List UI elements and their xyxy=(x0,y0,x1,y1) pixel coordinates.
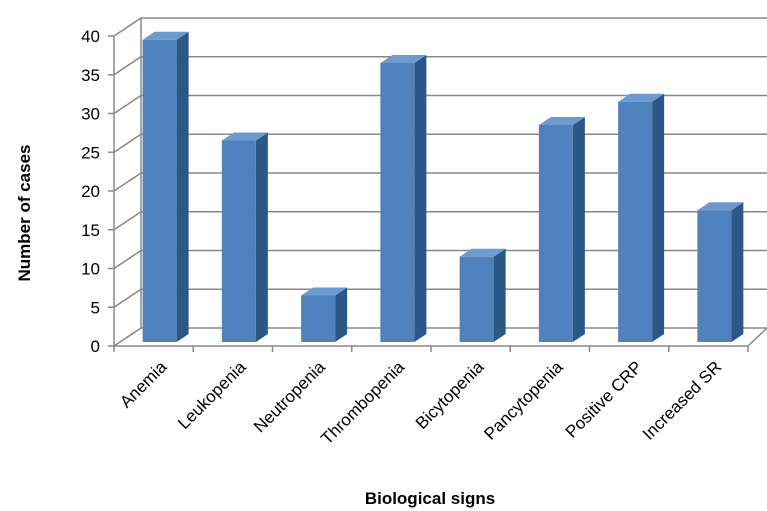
gridline xyxy=(113,327,767,347)
gridline xyxy=(113,211,767,231)
y-tick-label: 20 xyxy=(81,182,100,201)
floor-edge xyxy=(114,327,767,347)
bar-side xyxy=(731,202,744,342)
x-tick-label: Increased SR xyxy=(639,357,725,443)
bar-front xyxy=(538,125,573,342)
bar-front xyxy=(697,210,732,342)
bar-side xyxy=(572,117,585,342)
gridline xyxy=(113,133,767,153)
bar-top xyxy=(221,132,268,141)
x-tick-label: Leukopenia xyxy=(174,357,250,433)
bar-side xyxy=(652,93,665,342)
y-tick-label: 10 xyxy=(81,260,100,279)
gridline xyxy=(113,172,767,192)
bar-front xyxy=(142,39,177,342)
gridline xyxy=(113,288,767,308)
bar-pancytopenia xyxy=(538,117,585,342)
bar-increased-sr xyxy=(697,202,744,342)
bar-front xyxy=(459,256,494,342)
y-tick-labels: 0 5 10 15 20 25 30 35 40 xyxy=(81,27,100,356)
x-tick-label: Positive CRP xyxy=(562,357,646,441)
gridline xyxy=(113,249,767,270)
x-axis-title: Biological signs xyxy=(365,489,495,508)
x-tick-label: Neutropenia xyxy=(250,357,329,436)
bar-positive-crp xyxy=(618,93,665,342)
y-tick-label: 15 xyxy=(81,221,100,240)
bar-leukopenia xyxy=(221,132,268,342)
bar-top xyxy=(618,93,665,102)
y-axis-title: Number of cases xyxy=(15,145,34,282)
y-tick-label: 5 xyxy=(91,298,100,317)
bar-top xyxy=(697,202,744,211)
bar-side xyxy=(335,287,348,342)
bar-side xyxy=(493,248,506,342)
gridline xyxy=(113,94,767,115)
bar-top xyxy=(459,248,506,257)
bar-top xyxy=(538,117,585,125)
bar-top xyxy=(380,55,427,63)
x-tick-label: Pancytopenia xyxy=(480,357,567,444)
y-tick-label: 25 xyxy=(81,143,100,162)
bar-front xyxy=(221,140,256,342)
gridlines xyxy=(108,17,767,352)
bar-bicytopenia xyxy=(459,248,506,342)
gridline xyxy=(113,56,767,76)
bar-front xyxy=(301,295,336,342)
bar-front xyxy=(618,101,653,342)
bar-neutropenia xyxy=(301,287,348,342)
bar-anemia xyxy=(142,31,189,342)
gridline xyxy=(113,17,767,37)
bars xyxy=(142,31,744,342)
bar-top xyxy=(142,31,189,40)
bar-side xyxy=(255,132,268,342)
y-tick-label: 30 xyxy=(81,105,100,124)
y-tick-label: 35 xyxy=(81,66,100,85)
bar-top xyxy=(301,287,348,296)
x-tick-label: Anemia xyxy=(116,357,171,412)
y-tick-label: 0 xyxy=(91,337,100,356)
bar-side xyxy=(414,55,427,342)
x-tick-label: Thrombopenia xyxy=(317,357,408,448)
x-tick-label: Bicytopenia xyxy=(412,357,488,433)
bar-front xyxy=(380,63,415,342)
y-tick-label: 40 xyxy=(81,27,100,46)
bar-side xyxy=(176,31,189,342)
bar-thrombopenia xyxy=(380,55,427,342)
